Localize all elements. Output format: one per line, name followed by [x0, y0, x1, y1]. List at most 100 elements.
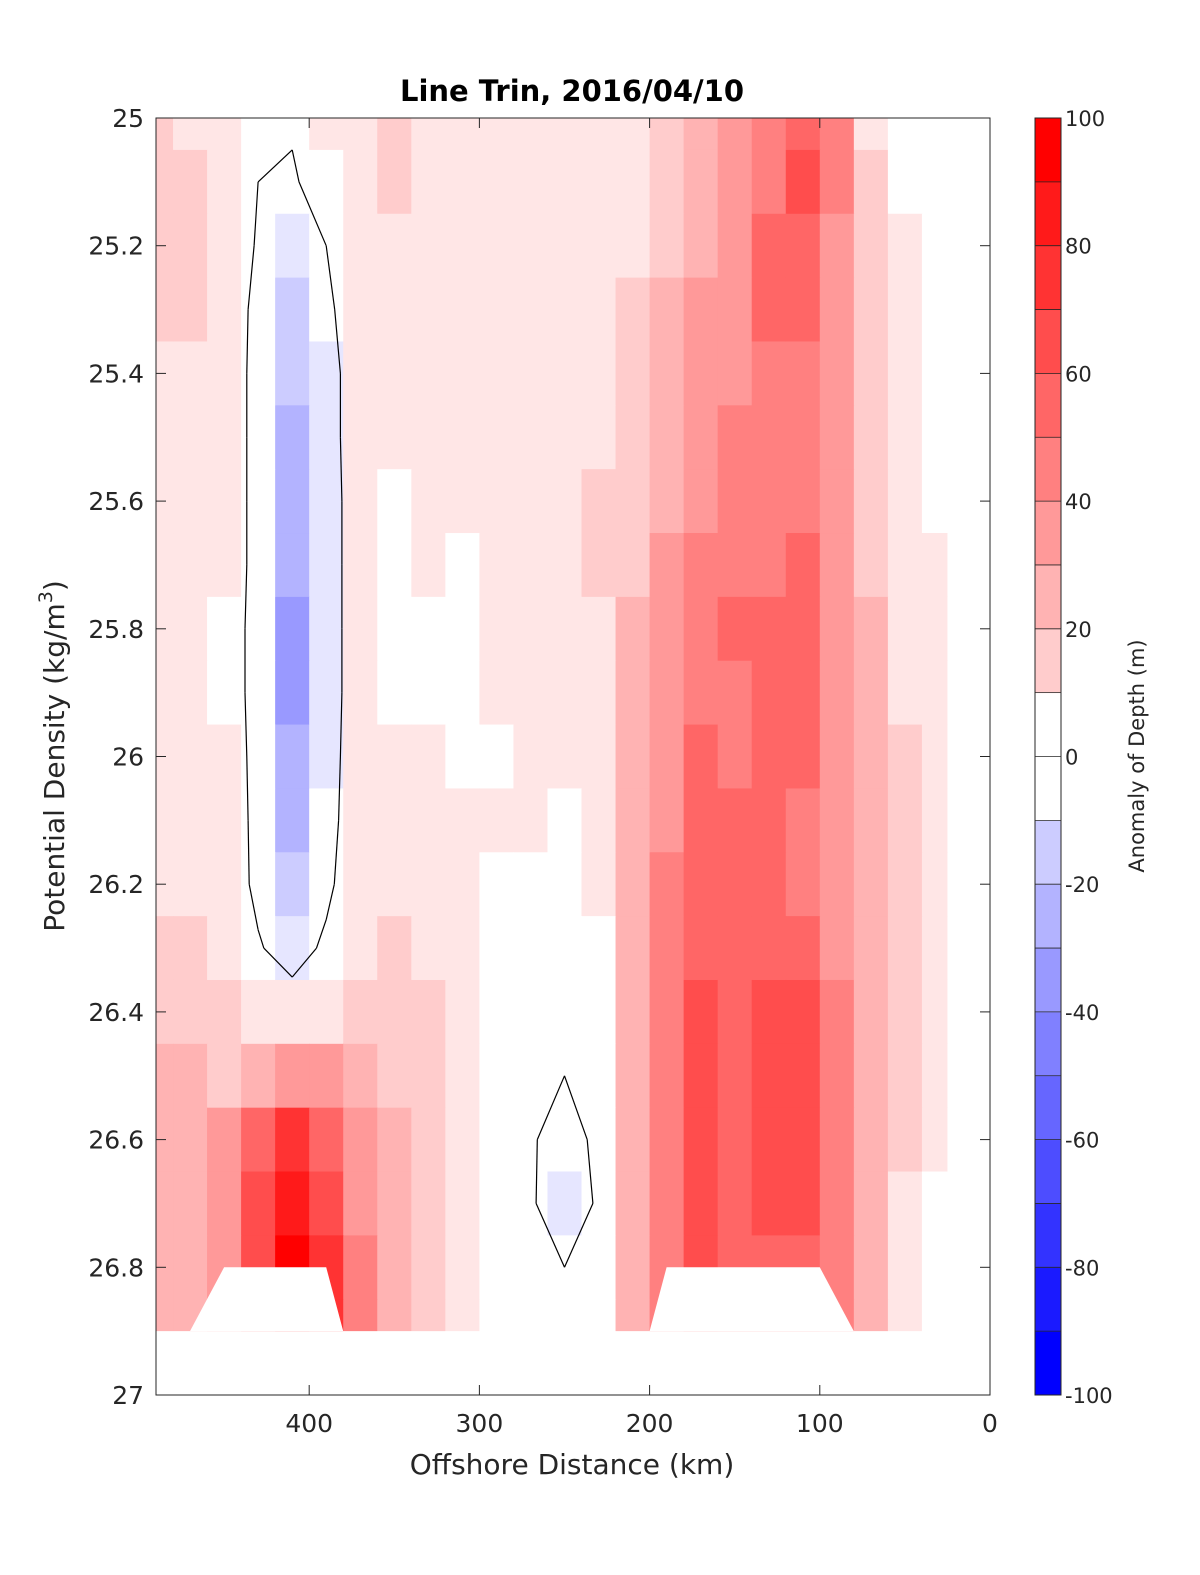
- contour-cell: [683, 469, 719, 534]
- zero-contour-segment: [339, 437, 343, 502]
- contour-cell: [377, 1043, 412, 1109]
- contour-cell: [547, 979, 583, 1045]
- contour-cell: [241, 660, 276, 726]
- contour-cell: [615, 788, 651, 853]
- contour-cell: [173, 277, 208, 343]
- colorbar-tick-label: -80: [1065, 1256, 1099, 1280]
- contour-cell: [479, 596, 515, 662]
- contour-cell: [853, 852, 889, 917]
- contour-cell: [343, 1235, 378, 1300]
- contour-cell: [173, 660, 208, 726]
- contour-cell: [445, 405, 480, 470]
- contour-cell: [275, 277, 310, 343]
- contour-cell: [207, 469, 242, 534]
- contour-cell: [887, 788, 923, 853]
- contour-cell: [207, 596, 242, 662]
- y-tick-label: 26.6: [88, 1126, 144, 1155]
- zero-contour-segment: [246, 309, 249, 374]
- contour-cell: [173, 979, 208, 1045]
- contour-cell: [649, 1043, 685, 1109]
- contour-cell: [309, 469, 344, 534]
- contour-cell: [751, 979, 787, 1045]
- contour-cell: [377, 149, 412, 215]
- contour-cell: [309, 852, 344, 917]
- contour-cell: [921, 1171, 949, 1236]
- contour-cell: [649, 277, 685, 343]
- contour-cell: [479, 469, 515, 534]
- contour-cell: [156, 916, 174, 981]
- contour-cell: [513, 1299, 549, 1332]
- contour-cell: [581, 1299, 617, 1332]
- zero-contour-segment: [339, 692, 343, 757]
- contour-cell: [615, 149, 651, 215]
- contour-cell: [513, 852, 549, 917]
- contour-cell: [547, 1107, 583, 1173]
- zero-contour-line: [244, 149, 594, 1268]
- contour-cell: [479, 852, 515, 917]
- contour-cell: [241, 118, 276, 151]
- contour-cell: [581, 852, 617, 917]
- contour-cell: [479, 1171, 515, 1236]
- contour-cell: [751, 1043, 787, 1109]
- contour-cell: [445, 979, 480, 1045]
- zero-contour-segment: [247, 245, 255, 310]
- contour-cell: [785, 596, 821, 662]
- contour-cell: [581, 277, 617, 343]
- contour-cell: [683, 596, 719, 662]
- contour-cell: [853, 405, 889, 470]
- contour-cell: [173, 1171, 208, 1236]
- contour-cell: [377, 1235, 412, 1300]
- contour-cell: [411, 118, 446, 151]
- contour-cell: [819, 596, 855, 662]
- contour-cell: [275, 1043, 310, 1109]
- y-axis-label-superscript: 3: [35, 591, 57, 603]
- contour-cell: [207, 341, 242, 406]
- zero-contour-segment: [247, 820, 250, 885]
- x-tick-label: 100: [796, 1409, 844, 1438]
- contour-cell: [445, 852, 480, 917]
- contour-cell: [207, 118, 242, 151]
- contour-cell: [683, 724, 719, 790]
- zero-contour-segment: [563, 1203, 594, 1268]
- colorbar-tick-label: 0: [1065, 746, 1078, 770]
- contour-cell: [649, 916, 685, 981]
- contour-cell: [649, 596, 685, 662]
- contour-cell: [479, 1235, 515, 1300]
- contour-cell: [887, 660, 923, 726]
- contour-cell: [819, 979, 855, 1045]
- contour-cell: [819, 277, 855, 343]
- contour-cell: [156, 1043, 174, 1109]
- zero-contour-segment: [263, 947, 293, 978]
- contour-cell: [921, 724, 949, 790]
- contour-cell: [853, 1235, 889, 1300]
- contour-cell: [887, 149, 923, 215]
- contour-cell: [615, 1107, 651, 1173]
- contour-cell: [785, 916, 821, 981]
- contour-cell: [717, 1171, 753, 1236]
- contour-cell: [649, 213, 685, 279]
- contour-cell: [683, 1171, 719, 1236]
- contour-cell: [887, 596, 923, 662]
- contour-cell: [751, 724, 787, 790]
- contour-cell: [343, 1299, 378, 1332]
- no-data-notch-right: [649, 1267, 854, 1332]
- colorbar-label: Anomaly of Depth (m): [1125, 639, 1149, 872]
- contour-cell: [513, 277, 549, 343]
- contour-cell: [921, 469, 949, 534]
- contour-cell: [411, 916, 446, 981]
- contour-cell: [921, 660, 949, 726]
- contour-cell: [615, 405, 651, 470]
- contour-cell: [377, 788, 412, 853]
- contour-cell: [921, 341, 949, 406]
- contour-cell: [921, 213, 949, 279]
- contour-cell: [207, 979, 242, 1045]
- y-tick-label: 25: [112, 104, 144, 133]
- contour-cell: [615, 724, 651, 790]
- colorbar-band: [1035, 756, 1061, 821]
- contour-cell: [649, 341, 685, 406]
- contour-cell: [156, 533, 174, 598]
- contour-cell: [683, 277, 719, 343]
- contour-cell: [377, 596, 412, 662]
- contour-cell: [479, 118, 515, 151]
- contour-cell: [547, 533, 583, 598]
